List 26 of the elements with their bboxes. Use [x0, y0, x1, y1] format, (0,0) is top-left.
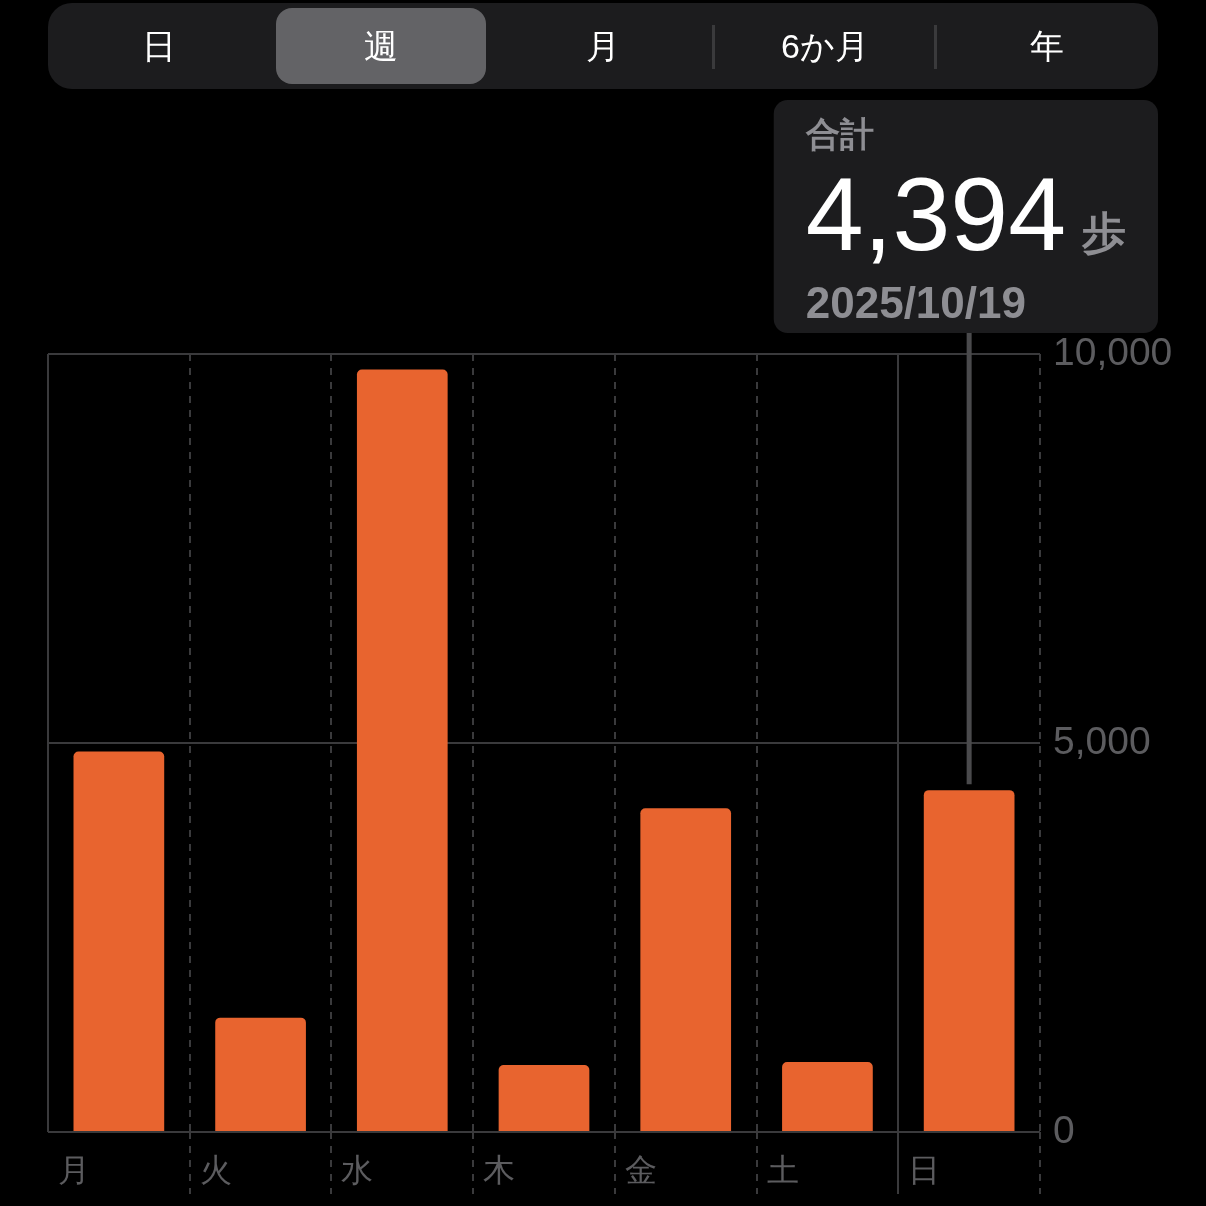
bar [923, 790, 1015, 1131]
bar [640, 808, 732, 1131]
y-tick-label: 5,000 [1053, 718, 1151, 762]
x-tick-label: 火 [199, 1152, 232, 1189]
bar [215, 1017, 306, 1131]
y-tick-label: 10,000 [1053, 329, 1173, 373]
y-tick-label: 0 [1053, 1107, 1075, 1151]
bar [356, 369, 448, 1131]
tab-label: 6か月 [781, 29, 869, 63]
x-tick-label: 水 [341, 1152, 374, 1189]
x-tick-label: 金 [624, 1152, 657, 1189]
text: 2025/10/19 [805, 278, 1026, 327]
bar [498, 1065, 590, 1131]
x-tick-label: 月 [58, 1152, 90, 1189]
tab-label: 年 [1030, 29, 1064, 63]
x-tick-label: 木 [483, 1152, 516, 1189]
x-tick-label: 日 [908, 1152, 941, 1189]
tab-label: 月 [586, 29, 620, 63]
text: 合計 [804, 115, 874, 153]
bar [782, 1061, 873, 1131]
tab-label: 日 [142, 29, 176, 63]
tab-label: 週 [364, 29, 398, 63]
x-tick-label: 土 [766, 1152, 799, 1189]
text: 歩 [1081, 208, 1126, 257]
bar [73, 751, 165, 1131]
text: 4,394 [805, 156, 1067, 272]
